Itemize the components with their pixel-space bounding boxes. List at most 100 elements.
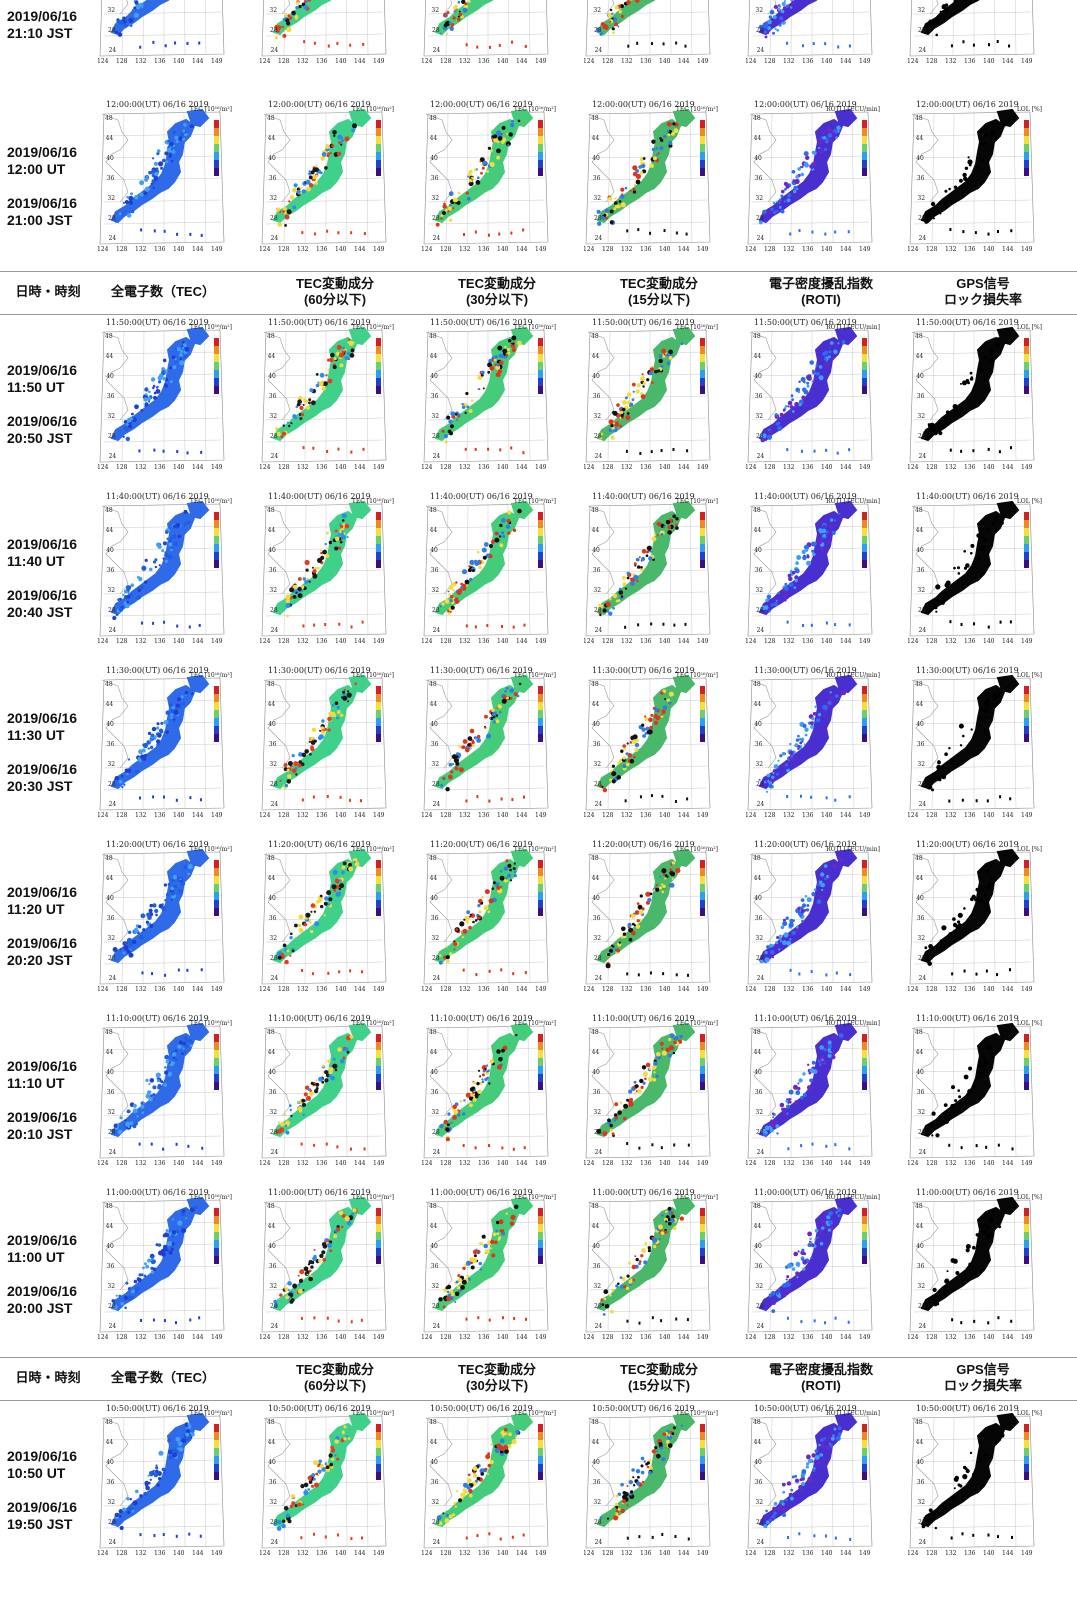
data-dot	[784, 405, 788, 408]
lon-gridline	[689, 1200, 693, 1332]
data-dot	[176, 1229, 180, 1234]
lat-gridline	[427, 525, 546, 529]
island-dot	[501, 1146, 504, 1150]
data-dot	[296, 189, 301, 195]
data-dot	[457, 1277, 463, 1283]
data-dot	[282, 431, 286, 436]
data-dot	[153, 395, 157, 400]
data-dot	[138, 759, 142, 763]
data-dot	[341, 870, 345, 875]
data-dot	[976, 165, 980, 170]
colorbar-segment	[214, 120, 219, 128]
data-dot	[661, 1047, 664, 1050]
data-dot	[163, 883, 167, 887]
island-dot	[663, 229, 666, 233]
map-timestamp: 11:30:00(UT) 06/16 2019	[754, 666, 857, 675]
island-dot	[685, 232, 688, 236]
colorbar-segment	[214, 1240, 219, 1248]
island-dot	[164, 44, 167, 48]
lat-tick-label: 36	[431, 393, 439, 400]
data-dot	[119, 1116, 123, 1120]
data-dot	[276, 431, 281, 437]
lon-tick-label: 128	[602, 638, 614, 645]
colorbar-segment	[700, 160, 705, 168]
jst-time: 20:40 JST	[7, 604, 73, 620]
lon-tick-label: 128	[278, 812, 290, 819]
data-dot	[671, 861, 676, 865]
island-dot	[525, 1317, 528, 1321]
data-dot	[132, 939, 137, 945]
data-dot	[943, 1103, 948, 1107]
data-dot	[660, 364, 664, 368]
colorbar-segment	[700, 512, 705, 520]
colorbar-segment	[700, 128, 705, 136]
data-dot	[177, 534, 182, 539]
colorbar-segment	[376, 1082, 381, 1090]
data-dot	[323, 901, 328, 906]
data-dot	[496, 1049, 501, 1054]
lat-tick-label: 40	[592, 547, 600, 554]
island-dot	[962, 40, 965, 44]
data-dot	[806, 904, 810, 907]
lon-tick-label: 132	[459, 638, 471, 645]
data-dot	[443, 1119, 448, 1125]
lat-gridline	[103, 1243, 222, 1247]
data-dot	[180, 1212, 185, 1217]
data-dot	[445, 1137, 450, 1142]
colorbar-segment	[862, 144, 867, 152]
lon-gridline	[466, 330, 469, 462]
data-dot	[488, 358, 493, 364]
map-timestamp: 11:20:00(UT) 06/16 2019	[430, 840, 533, 849]
data-dot	[648, 371, 653, 376]
data-dot	[177, 1220, 183, 1226]
map-panel-tec15: 48444036322824124128132136140144149TEC […	[584, 0, 724, 66]
island-dot	[951, 972, 954, 976]
data-dot	[659, 146, 664, 151]
data-dot	[468, 0, 471, 3]
data-dot	[508, 132, 513, 137]
data-dot	[788, 1098, 792, 1101]
data-dot	[194, 1205, 198, 1209]
island-dot	[834, 1143, 837, 1147]
data-dot	[139, 585, 144, 590]
island-dot	[199, 798, 202, 802]
data-dot	[340, 524, 344, 528]
lat-tick-label: 32	[755, 413, 763, 420]
data-dot	[803, 151, 809, 157]
colorbar-segment	[376, 1232, 381, 1240]
data-dot	[616, 403, 620, 407]
data-dot	[605, 963, 611, 969]
data-dot	[308, 170, 311, 173]
data-dot	[179, 132, 184, 137]
data-dot	[336, 1225, 340, 1229]
map-panel-roti: 48 44 40 36 32 28 24 124 128 132 136 140 144 149 11:20…	[746, 840, 886, 994]
data-dot	[123, 783, 126, 786]
data-dot	[492, 1232, 497, 1237]
colorbar-segment	[214, 1208, 219, 1216]
colorbar-segment	[700, 1082, 705, 1090]
data-dot	[310, 903, 316, 908]
colorbar-unit: TEC [10¹⁶/m²]	[513, 672, 556, 679]
data-dot	[640, 1085, 644, 1089]
lon-tick-label: 140	[659, 638, 671, 645]
japan-landmass	[272, 674, 372, 790]
data-dot	[795, 561, 799, 565]
lon-tick-label: 149	[373, 1334, 385, 1341]
colorbar-segment	[376, 552, 381, 560]
colorbar-unit: TEC [10¹⁶/m²]	[675, 672, 718, 679]
lat-gridline	[589, 33, 708, 37]
data-dot	[632, 187, 636, 191]
island-dot	[800, 1144, 803, 1148]
data-dot	[507, 351, 511, 355]
lat-gridline	[913, 221, 1032, 225]
data-dot	[311, 727, 317, 732]
lat-gridline	[589, 1287, 708, 1291]
continent-coastline	[101, 331, 129, 421]
lat-tick-label: 48	[915, 1029, 923, 1036]
data-dot	[309, 1089, 312, 1092]
data-dot	[812, 711, 817, 716]
island-dot	[465, 624, 468, 628]
data-dot	[613, 207, 617, 211]
